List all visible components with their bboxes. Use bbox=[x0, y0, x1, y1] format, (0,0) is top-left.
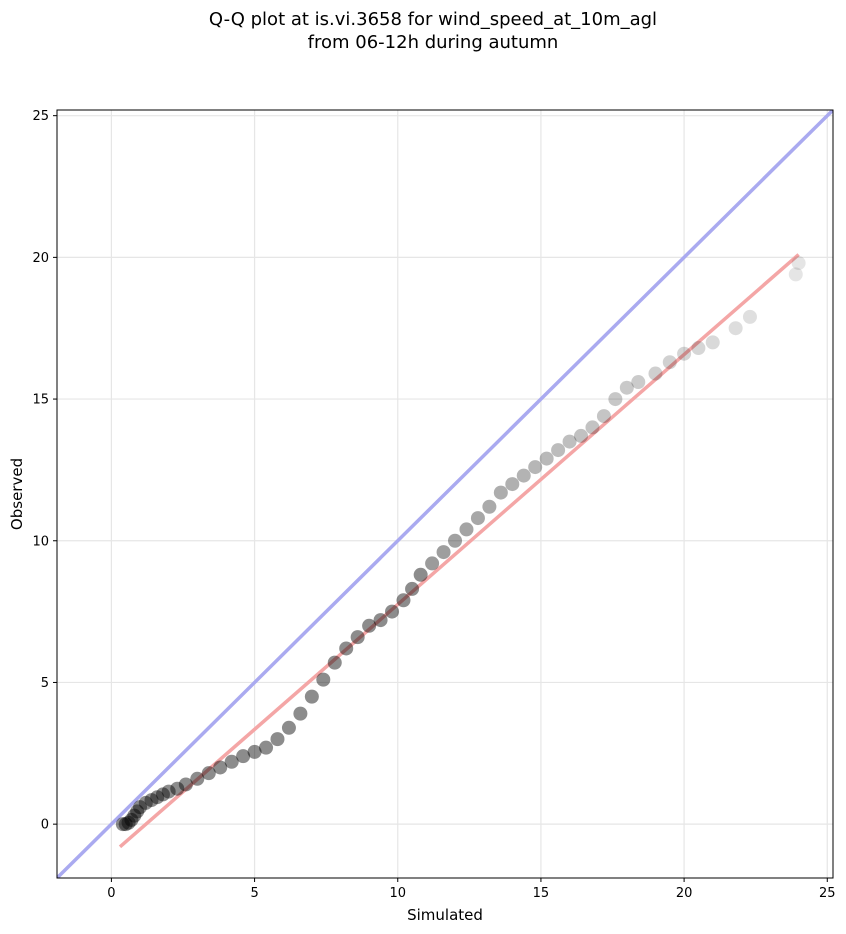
reference-line bbox=[57, 110, 833, 878]
y-axis-label: Observed bbox=[8, 458, 26, 530]
x-tick-label: 0 bbox=[107, 886, 115, 901]
fit-line bbox=[118, 253, 800, 849]
x-tick-label: 25 bbox=[819, 886, 836, 901]
data-point bbox=[562, 434, 577, 449]
data-point bbox=[528, 460, 543, 475]
data-point bbox=[293, 706, 308, 721]
data-point bbox=[574, 428, 589, 443]
data-point bbox=[138, 795, 153, 810]
data-point bbox=[516, 468, 531, 483]
data-point bbox=[127, 808, 142, 823]
data-point bbox=[459, 522, 474, 537]
data-point bbox=[436, 545, 451, 560]
y-tick-label: 10 bbox=[32, 534, 49, 549]
data-point bbox=[551, 443, 566, 458]
data-point bbox=[662, 355, 677, 370]
data-point bbox=[170, 781, 185, 796]
line-layer bbox=[57, 110, 833, 878]
data-point bbox=[585, 420, 600, 435]
data-point bbox=[648, 366, 663, 381]
tick-layer: 0 0 5 5 10 10 15 15 20 20 25 25 bbox=[32, 109, 835, 901]
data-point bbox=[124, 812, 139, 827]
data-point bbox=[448, 533, 463, 548]
data-point bbox=[728, 321, 743, 336]
data-point bbox=[788, 267, 803, 282]
data-point bbox=[362, 618, 377, 633]
grid-layer bbox=[57, 110, 833, 878]
chart-title-line-1: Q-Q plot at is.vi.3658 for wind_speed_at… bbox=[209, 9, 657, 30]
data-point bbox=[316, 672, 331, 687]
x-tick-label: 5 bbox=[250, 886, 258, 901]
plot-frame bbox=[56, 109, 834, 879]
data-point bbox=[470, 511, 485, 526]
x-tick-label: 20 bbox=[676, 886, 693, 901]
data-point bbox=[539, 451, 554, 466]
data-point bbox=[482, 499, 497, 514]
data-point bbox=[130, 804, 145, 819]
data-point bbox=[405, 581, 420, 596]
data-point bbox=[236, 749, 251, 764]
data-point bbox=[385, 604, 400, 619]
data-point bbox=[691, 341, 706, 356]
data-point bbox=[705, 335, 720, 350]
data-point bbox=[201, 766, 216, 781]
data-point bbox=[213, 760, 228, 775]
data-point bbox=[178, 777, 193, 792]
data-point bbox=[304, 689, 319, 704]
data-point bbox=[742, 309, 757, 324]
data-point bbox=[493, 485, 508, 500]
point-layer bbox=[115, 256, 806, 832]
data-point bbox=[608, 392, 623, 407]
data-point bbox=[425, 556, 440, 571]
data-point bbox=[327, 655, 342, 670]
x-tick-label: 10 bbox=[389, 886, 406, 901]
data-point bbox=[677, 346, 692, 361]
data-point bbox=[791, 256, 806, 271]
chart-title-line-2: from 06-12h during autumn bbox=[308, 32, 559, 53]
data-point bbox=[161, 784, 176, 799]
y-tick-label: 25 bbox=[32, 109, 49, 124]
data-point bbox=[373, 613, 388, 628]
data-point bbox=[596, 409, 611, 424]
data-point bbox=[270, 732, 285, 747]
data-point bbox=[150, 790, 165, 805]
data-point bbox=[118, 817, 133, 832]
data-point bbox=[115, 817, 130, 832]
data-point bbox=[247, 744, 262, 759]
y-tick-label: 5 bbox=[41, 676, 49, 691]
x-axis-label: Simulated bbox=[407, 906, 483, 924]
data-point bbox=[631, 375, 646, 390]
x-tick-label: 15 bbox=[533, 886, 550, 901]
y-tick-label: 0 bbox=[41, 818, 49, 833]
data-point bbox=[396, 593, 411, 608]
data-point bbox=[350, 630, 365, 645]
data-point bbox=[144, 793, 159, 808]
data-point bbox=[339, 641, 354, 656]
data-point bbox=[259, 740, 274, 755]
data-point bbox=[121, 815, 136, 830]
data-point bbox=[413, 567, 428, 582]
data-point bbox=[619, 380, 634, 395]
data-point bbox=[155, 787, 170, 802]
data-point bbox=[133, 800, 148, 815]
y-tick-label: 15 bbox=[32, 393, 49, 408]
y-tick-label: 20 bbox=[32, 251, 49, 266]
data-point bbox=[281, 720, 296, 735]
data-point bbox=[224, 754, 239, 769]
data-point bbox=[505, 477, 520, 492]
data-point bbox=[190, 771, 205, 786]
